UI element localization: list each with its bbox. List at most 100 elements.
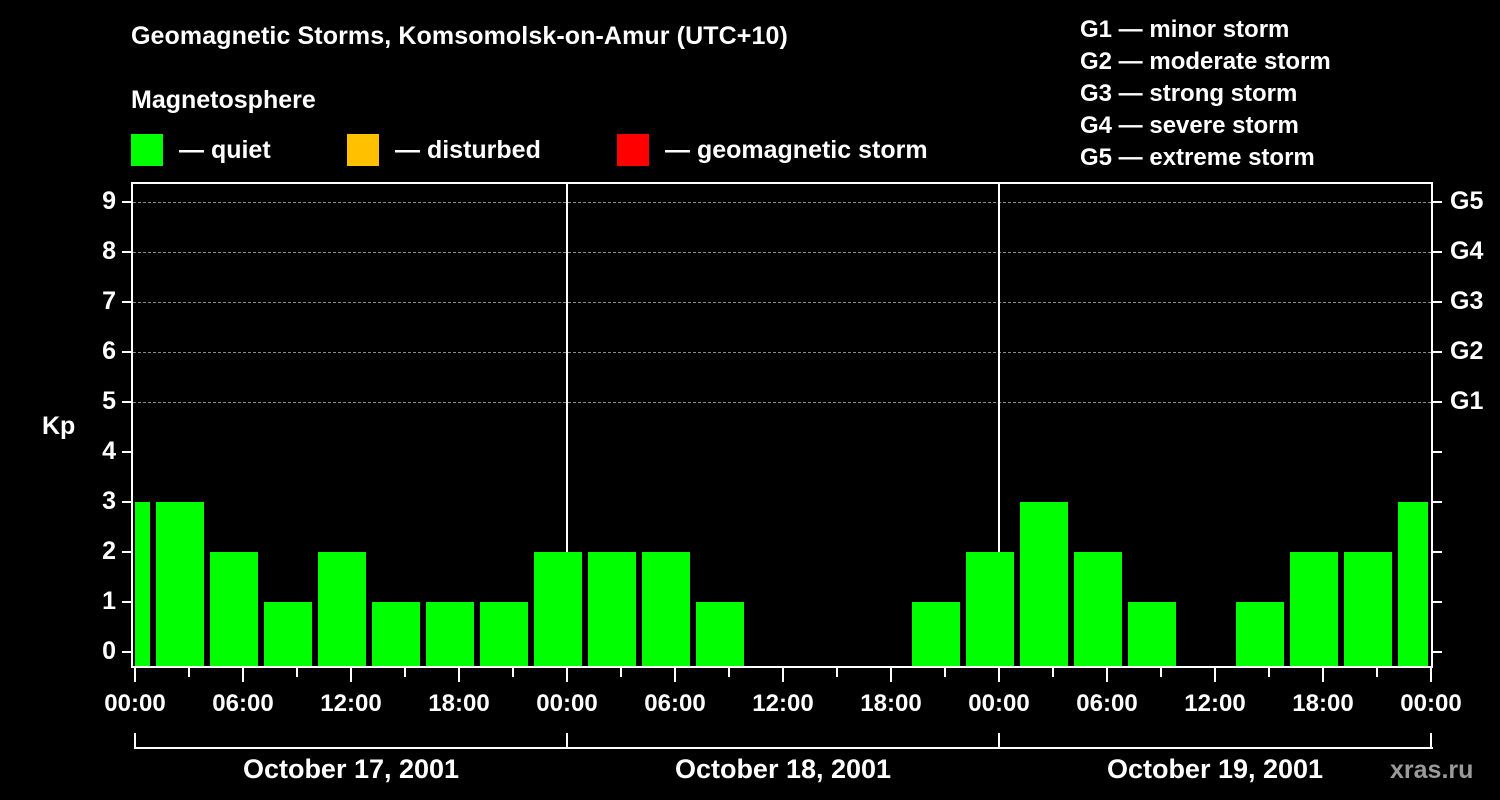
plot-frame (131, 182, 1433, 668)
x-tick (566, 668, 568, 682)
kp-bar (426, 602, 474, 666)
day-separator (998, 182, 1000, 668)
legend-quiet-label: — quiet (179, 135, 271, 164)
kp-bar (372, 602, 420, 666)
kp-bar (480, 602, 528, 666)
kp-bar (534, 552, 582, 666)
x-tick (350, 668, 352, 682)
y-tick-label: 9 (102, 187, 116, 215)
storm-level-label: G4 (1450, 237, 1484, 265)
x-tick-label: 06:00 (212, 690, 274, 717)
kp-bar (210, 552, 258, 666)
x-tick (1052, 668, 1054, 677)
kp-bar (1344, 552, 1392, 666)
storm-swatch-icon (617, 134, 649, 166)
storm-scale-g5: G5 — extreme storm (1080, 144, 1315, 171)
storm-level-label: G1 (1450, 387, 1484, 415)
x-tick (998, 668, 1000, 682)
x-tick (620, 668, 622, 677)
x-tick-label: 06:00 (644, 690, 706, 717)
date-bracket-tick (1430, 733, 1432, 749)
y-tick-label: 8 (102, 237, 116, 265)
y-tick (122, 451, 131, 453)
y-tick (122, 301, 131, 303)
x-tick-label: 12:00 (320, 690, 382, 717)
x-tick (242, 668, 244, 682)
storm-level-label: G3 (1450, 287, 1484, 315)
y-tick-label: 2 (102, 537, 116, 565)
date-bracket (135, 747, 1433, 749)
kp-bar (1236, 602, 1284, 666)
date-label-3: October 19, 2001 (1106, 754, 1324, 784)
legend-disturbed: — disturbed (347, 134, 541, 166)
right-tick (1433, 401, 1442, 403)
kp-bar (1074, 552, 1122, 666)
gridline (133, 352, 1431, 353)
storm-scale-g4: G4 — severe storm (1080, 112, 1299, 139)
kp-bar (588, 552, 636, 666)
x-tick (836, 668, 838, 677)
y-tick (122, 601, 131, 603)
x-tick (728, 668, 730, 677)
y-tick-label: 4 (102, 437, 116, 465)
right-tick (1433, 251, 1442, 253)
kp-bar (1290, 552, 1338, 666)
y-tick-label: 1 (102, 587, 116, 615)
right-tick (1433, 601, 1442, 603)
x-tick (674, 668, 676, 682)
kp-bar (912, 602, 960, 666)
y-tick (122, 401, 131, 403)
chart-title: Geomagnetic Storms, Komsomolsk-on-Amur (… (131, 22, 788, 50)
kp-bar (1020, 502, 1068, 666)
disturbed-swatch-icon (347, 134, 379, 166)
kp-bar (264, 602, 312, 666)
right-tick (1433, 301, 1442, 303)
right-tick (1433, 351, 1442, 353)
right-tick (1433, 201, 1442, 203)
legend-storm-label: — geomagnetic storm (665, 135, 928, 164)
x-tick (1106, 668, 1108, 682)
y-tick (122, 251, 131, 253)
right-tick (1433, 551, 1442, 553)
x-tick-label: 00:00 (104, 690, 166, 717)
storm-scale-g1: G1 — minor storm (1080, 16, 1290, 43)
y-tick (122, 651, 131, 653)
y-tick (122, 351, 131, 353)
x-tick (1430, 668, 1432, 682)
x-tick (296, 668, 298, 677)
storm-level-label: G2 (1450, 337, 1484, 365)
quiet-swatch-icon (131, 134, 163, 166)
x-tick-label: 00:00 (968, 690, 1030, 717)
date-label-2: October 18, 2001 (674, 754, 892, 784)
x-tick (1376, 668, 1378, 677)
x-tick (944, 668, 946, 677)
legend-storm: — geomagnetic storm (617, 134, 928, 166)
kp-bar (318, 552, 366, 666)
date-bracket-tick (134, 733, 136, 749)
x-tick (188, 668, 190, 677)
storm-scale-g2: G2 — moderate storm (1080, 48, 1331, 75)
kp-bar (966, 552, 1014, 666)
y-tick-label: 0 (102, 637, 116, 665)
storm-scale-legend: G1 — minor storm G2 — moderate storm G3 … (1080, 14, 1331, 174)
x-tick (512, 668, 514, 677)
date-bracket-tick (998, 733, 1000, 749)
storm-scale-g3: G3 — strong storm (1080, 80, 1298, 107)
y-axis-label: Kp (42, 412, 76, 440)
gridline (133, 302, 1431, 303)
x-tick-label: 18:00 (1292, 690, 1354, 717)
x-tick-label: 00:00 (1400, 690, 1462, 717)
x-tick (1160, 668, 1162, 677)
x-tick (1214, 668, 1216, 682)
date-bracket-tick (566, 733, 568, 749)
date-label-1: October 17, 2001 (242, 754, 460, 784)
x-tick-label: 18:00 (428, 690, 490, 717)
right-tick (1433, 501, 1442, 503)
storm-level-label: G5 (1450, 187, 1484, 215)
x-tick (1268, 668, 1270, 677)
kp-bar (156, 502, 204, 666)
x-tick (134, 668, 136, 682)
x-tick (782, 668, 784, 682)
x-tick (458, 668, 460, 682)
x-tick-label: 12:00 (1184, 690, 1246, 717)
